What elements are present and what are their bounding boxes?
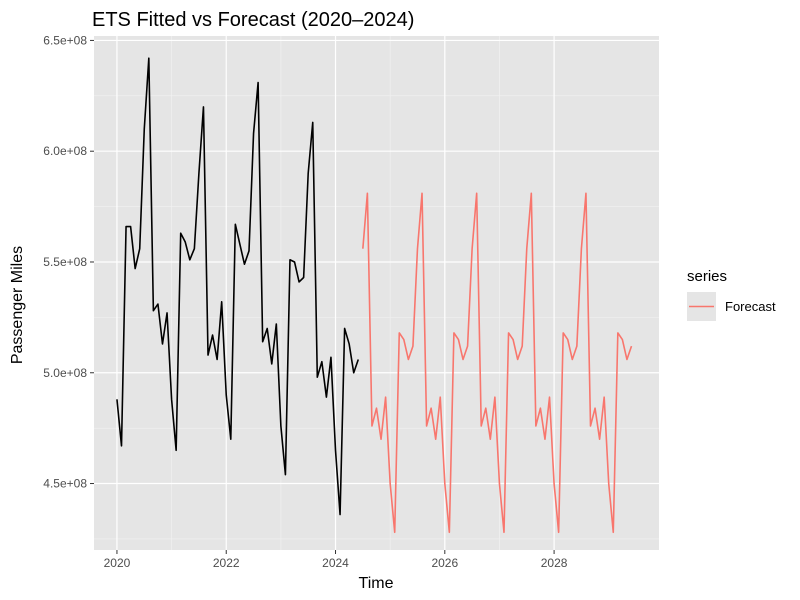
y-tick-label: 5.0e+08 [43,366,87,380]
legend-title: series [687,268,727,285]
y-axis-title: Passenger Miles [9,246,26,364]
x-axis-title: Time [359,575,394,592]
series-line-fitted [116,57,360,516]
x-tick-label: 2026 [431,556,458,570]
y-tick-label: 6.0e+08 [43,144,87,158]
legend-label-forecast: Forecast [725,299,776,314]
series-line-forecast [362,192,633,534]
grid-major [94,36,659,550]
chart-title: ETS Fitted vs Forecast (2020–2024) [92,9,414,31]
x-tick-label: 2024 [322,556,349,570]
grid-minor [94,36,659,550]
series-layer [116,57,633,534]
x-tick-label: 2028 [541,556,568,570]
y-tick-label: 6.5e+08 [43,33,87,47]
y-tick-label: 5.5e+08 [43,255,87,269]
y-axis: 4.5e+08 5.0e+08 5.5e+08 6.0e+08 6.5e+08 [43,33,94,491]
legend: series Forecast [687,268,776,321]
x-tick-label: 2022 [213,556,240,570]
y-tick-label: 4.5e+08 [43,477,87,491]
plot-panel [94,36,659,550]
x-axis: 2020 2022 2024 2026 2028 [104,550,568,570]
x-tick-label: 2020 [104,556,131,570]
